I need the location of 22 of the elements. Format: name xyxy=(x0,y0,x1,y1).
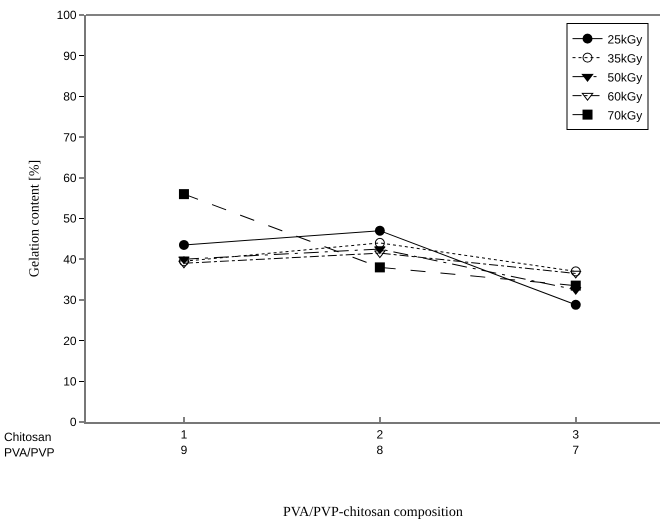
x-tick-label: 1 9 xyxy=(180,427,188,457)
y-tick-label: 20 xyxy=(63,334,77,348)
y-tick-label: 90 xyxy=(63,48,77,63)
y-tick-label: 70 xyxy=(63,130,77,144)
x-axis-title: PVA/PVP-chitosan composition xyxy=(283,505,463,520)
y-tick-label: 30 xyxy=(63,293,77,308)
legend-label: 60kGy xyxy=(608,89,642,104)
legend-label: 35kGy xyxy=(608,51,642,66)
y-tick-label: 80 xyxy=(63,90,77,104)
legend-label: 25kGy xyxy=(608,32,642,46)
y-tick-label: 60 xyxy=(63,171,77,185)
text: Chitosan PVA/PVP xyxy=(4,430,54,460)
y-tick-label: 100 xyxy=(56,8,77,22)
x-tick-label: 2 8 xyxy=(376,427,384,457)
legend-label: 70kGy xyxy=(608,108,642,122)
y-tick-label: 40 xyxy=(63,252,77,266)
y-axis-title: Gelation content [%] xyxy=(28,160,43,278)
y-tick-label: 50 xyxy=(63,212,77,226)
y-tick-label: 0 xyxy=(70,415,77,430)
y-tick-label: 10 xyxy=(63,374,77,388)
x-tick-label: 3 7 xyxy=(572,427,580,457)
legend-label: 50kGy xyxy=(608,70,642,84)
